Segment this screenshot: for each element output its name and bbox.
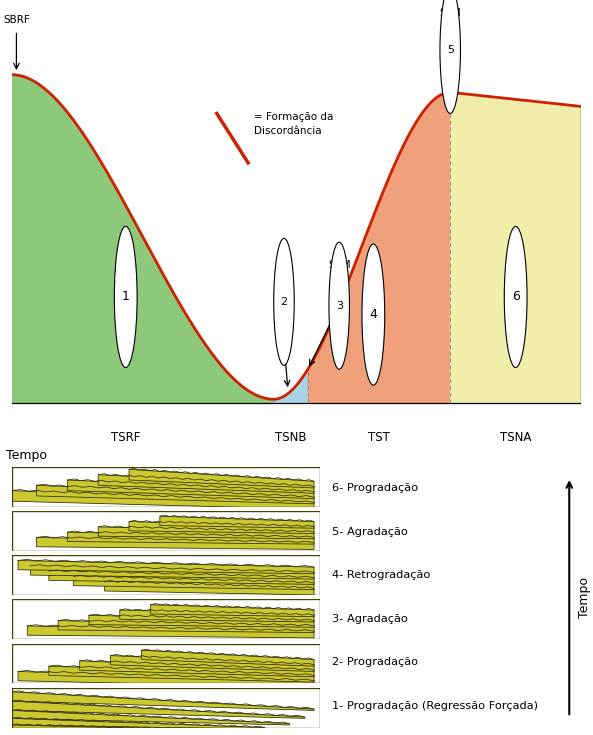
Polygon shape xyxy=(120,610,314,622)
Text: 2: 2 xyxy=(280,297,288,306)
Circle shape xyxy=(440,0,460,113)
Text: 3- Agradação: 3- Agradação xyxy=(332,614,408,624)
Text: Tempo: Tempo xyxy=(6,448,47,462)
Polygon shape xyxy=(49,571,314,584)
Polygon shape xyxy=(30,566,314,579)
Polygon shape xyxy=(98,527,314,539)
Polygon shape xyxy=(160,516,314,528)
Polygon shape xyxy=(12,725,228,731)
Polygon shape xyxy=(12,718,264,729)
Text: Tempo: Tempo xyxy=(578,577,591,617)
Polygon shape xyxy=(27,626,314,638)
Text: 4: 4 xyxy=(369,308,377,321)
Polygon shape xyxy=(58,620,314,633)
Text: = Formação da
Discordância: = Formação da Discordância xyxy=(254,112,333,136)
Text: 4- Retrogradação: 4- Retrogradação xyxy=(332,570,431,581)
Polygon shape xyxy=(18,561,314,574)
Polygon shape xyxy=(37,485,314,504)
Polygon shape xyxy=(129,522,314,534)
Polygon shape xyxy=(12,491,314,509)
Text: 6: 6 xyxy=(512,290,519,304)
Polygon shape xyxy=(89,615,314,627)
Polygon shape xyxy=(12,75,273,403)
Text: TSNA: TSNA xyxy=(500,431,531,444)
Polygon shape xyxy=(68,532,314,544)
Polygon shape xyxy=(18,672,314,687)
Polygon shape xyxy=(104,581,314,595)
Polygon shape xyxy=(98,475,314,493)
Polygon shape xyxy=(451,93,581,403)
Polygon shape xyxy=(12,701,305,718)
Polygon shape xyxy=(308,93,450,403)
Polygon shape xyxy=(110,656,314,672)
Polygon shape xyxy=(79,661,314,677)
Polygon shape xyxy=(141,650,314,666)
Circle shape xyxy=(114,226,137,368)
Circle shape xyxy=(362,244,385,385)
Polygon shape xyxy=(12,711,289,725)
Polygon shape xyxy=(129,470,314,488)
Text: 6- Progradação: 6- Progradação xyxy=(332,484,418,493)
Text: 3: 3 xyxy=(336,301,343,311)
Circle shape xyxy=(274,238,294,365)
Text: 5- Agradação: 5- Agradação xyxy=(332,527,408,537)
Text: 5: 5 xyxy=(447,45,454,55)
Polygon shape xyxy=(68,480,314,498)
Text: TSNB: TSNB xyxy=(275,431,307,444)
Polygon shape xyxy=(74,576,314,589)
Text: TSRF: TSRF xyxy=(111,431,141,444)
Circle shape xyxy=(329,243,349,369)
Polygon shape xyxy=(37,537,314,550)
Circle shape xyxy=(504,226,527,368)
Polygon shape xyxy=(151,605,314,617)
Polygon shape xyxy=(274,370,308,403)
Polygon shape xyxy=(49,666,314,682)
Text: SRM: SRM xyxy=(328,260,350,270)
Text: STM: STM xyxy=(439,8,461,18)
Text: SBRF: SBRF xyxy=(3,15,30,25)
Polygon shape xyxy=(12,692,314,711)
Text: 1- Progradação (Regressão Forçada): 1- Progradação (Regressão Forçada) xyxy=(332,701,538,711)
Text: 1: 1 xyxy=(122,290,130,304)
Text: TST: TST xyxy=(368,431,390,444)
Text: 2- Progradação: 2- Progradação xyxy=(332,657,418,667)
